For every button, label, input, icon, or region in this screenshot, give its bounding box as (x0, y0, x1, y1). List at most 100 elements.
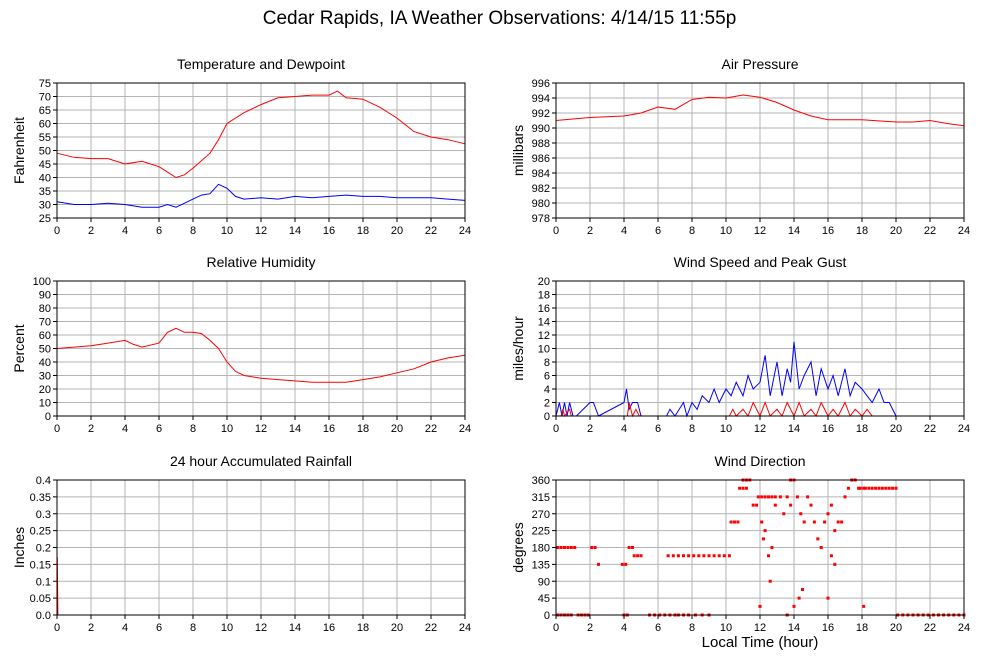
x-tick-label: 14 (788, 622, 800, 634)
x-tick-label: 0 (553, 423, 559, 435)
x-tick-label: 16 (822, 423, 834, 435)
data-point (692, 554, 696, 558)
data-point (770, 546, 774, 549)
data-point (858, 486, 862, 490)
y-tick-label: 40 (39, 357, 51, 369)
x-tick-label: 18 (856, 423, 868, 435)
data-point (727, 554, 731, 558)
y-tick-label: 0.0 (36, 610, 51, 622)
data-point (627, 546, 631, 549)
data-point (826, 596, 830, 600)
x-tick-label: 4 (621, 622, 627, 634)
data-point (556, 546, 560, 549)
x-tick-label: 8 (190, 225, 196, 237)
x-tick-label: 0 (553, 225, 559, 237)
data-point (760, 520, 764, 524)
y-tick-label: 996 (532, 78, 550, 90)
data-point (782, 512, 786, 516)
data-point (666, 554, 670, 558)
data-point (887, 486, 891, 490)
x-tick-label: 6 (156, 622, 162, 634)
y-tick-label: 10 (39, 398, 51, 410)
data-point (862, 486, 866, 490)
data-point (736, 520, 740, 524)
y-tick-label: 60 (39, 330, 51, 342)
x-tick-label: 20 (391, 423, 403, 435)
x-tick-label: 22 (425, 622, 437, 634)
x-tick-label: 8 (689, 225, 695, 237)
y-tick-label: 135 (532, 559, 550, 571)
data-point (761, 537, 765, 541)
x-tick-label: 4 (122, 423, 128, 435)
y-tick-label: 988 (532, 138, 550, 150)
data-point (801, 588, 804, 591)
y-tick-label: 12 (538, 330, 550, 342)
data-point (597, 562, 600, 566)
x-tick-label: 6 (156, 423, 162, 435)
x-tick-label: 2 (587, 622, 593, 634)
y-tick-label: 315 (532, 492, 550, 504)
y-tick-label: 0 (544, 610, 550, 622)
x-tick-label: 16 (323, 423, 335, 435)
x-axis-label: Local Time (hour) (701, 634, 819, 651)
x-tick-label: 12 (754, 423, 766, 435)
y-tick-label: 45 (39, 159, 51, 171)
data-point (795, 495, 799, 499)
x-tick-label: 10 (720, 622, 732, 634)
x-tick-label: 6 (655, 622, 661, 634)
y-tick-label: 70 (39, 92, 51, 104)
data-point (867, 486, 871, 490)
data-point (758, 604, 762, 608)
x-tick-label: 20 (890, 225, 902, 237)
data-point (671, 554, 675, 558)
x-tick-label: 14 (289, 622, 301, 634)
x-tick-label: 22 (924, 423, 936, 435)
x-tick-label: 16 (323, 225, 335, 237)
x-tick-label: 0 (54, 225, 60, 237)
y-axis-label: miles/hour (510, 316, 526, 381)
data-point (833, 529, 837, 533)
data-point (712, 554, 716, 558)
y-tick-label: 40 (39, 173, 51, 185)
y-axis-label: Percent (11, 324, 27, 372)
data-point (722, 554, 726, 558)
data-point (789, 503, 793, 507)
chart-title: 24 hour Accumulated Rainfall (170, 453, 352, 469)
chart-title: Air Pressure (721, 56, 798, 72)
data-point (819, 546, 823, 549)
x-tick-label: 6 (156, 225, 162, 237)
data-point (729, 520, 733, 524)
data-point (573, 546, 577, 549)
data-point (632, 554, 636, 558)
data-point (874, 486, 878, 490)
data-point (799, 512, 803, 516)
data-point (768, 579, 772, 583)
y-tick-label: 0 (544, 411, 550, 423)
data-point (559, 546, 563, 549)
data-point (829, 503, 833, 507)
y-tick-label: 60 (39, 119, 51, 131)
y-tick-label: 982 (532, 183, 550, 195)
data-point (833, 562, 837, 566)
x-tick-label: 2 (88, 225, 94, 237)
series-line (56, 90, 466, 179)
data-point (767, 554, 770, 558)
y-tick-label: 0.4 (36, 475, 51, 487)
x-tick-label: 10 (720, 423, 732, 435)
y-tick-label: 25 (39, 213, 51, 225)
x-tick-label: 8 (190, 622, 196, 634)
x-tick-label: 2 (88, 622, 94, 634)
y-tick-label: 50 (39, 344, 51, 356)
y-tick-label: 80 (39, 303, 51, 315)
x-tick-label: 14 (788, 225, 800, 237)
data-point (877, 486, 881, 490)
y-tick-label: 20 (538, 276, 550, 288)
y-tick-label: 990 (532, 123, 550, 135)
y-tick-label: 70 (39, 317, 51, 329)
x-tick-label: 24 (459, 423, 471, 435)
y-tick-label: 8 (544, 357, 550, 369)
y-axis-label: degrees (510, 522, 526, 573)
